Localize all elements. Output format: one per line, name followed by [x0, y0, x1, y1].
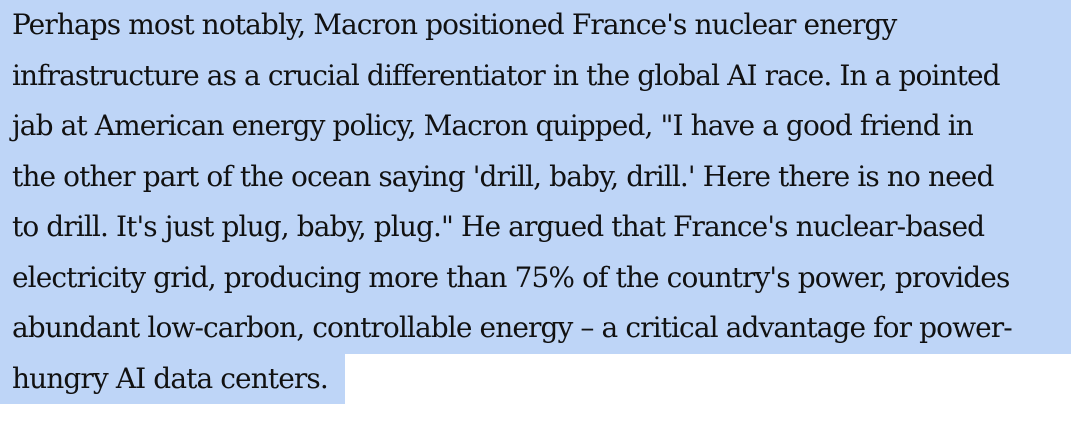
selected-text[interactable]: jab at American energy policy, Macron qu…: [0, 101, 1071, 152]
selected-text[interactable]: abundant low-carbon, controllable energy…: [0, 303, 1071, 354]
paragraph-line: infrastructure as a crucial differentiat…: [0, 50, 1071, 101]
paragraph-line: abundant low-carbon, controllable energy…: [0, 303, 1071, 354]
selected-text[interactable]: to drill. It's just plug, baby, plug." H…: [0, 202, 1071, 253]
article-paragraph: Perhaps most notably, Macron positioned …: [0, 0, 1071, 404]
paragraph-line: jab at American energy policy, Macron qu…: [0, 101, 1071, 152]
paragraph-line: electricity grid, producing more than 75…: [0, 252, 1071, 303]
selected-text[interactable]: Perhaps most notably, Macron positioned …: [0, 0, 1071, 51]
selected-text[interactable]: the other part of the ocean saying 'dril…: [0, 151, 1071, 202]
paragraph-line: Perhaps most notably, Macron positioned …: [0, 0, 1071, 51]
selected-text[interactable]: hungry AI data centers.: [0, 353, 345, 404]
selected-text[interactable]: infrastructure as a crucial differentiat…: [0, 50, 1071, 101]
paragraph-line: to drill. It's just plug, baby, plug." H…: [0, 202, 1071, 253]
highlighted-text-block: Perhaps most notably, Macron positioned …: [0, 0, 1071, 404]
selected-text[interactable]: electricity grid, producing more than 75…: [0, 252, 1071, 303]
paragraph-line: the other part of the ocean saying 'dril…: [0, 151, 1071, 202]
paragraph-line: hungry AI data centers.: [0, 353, 1071, 404]
